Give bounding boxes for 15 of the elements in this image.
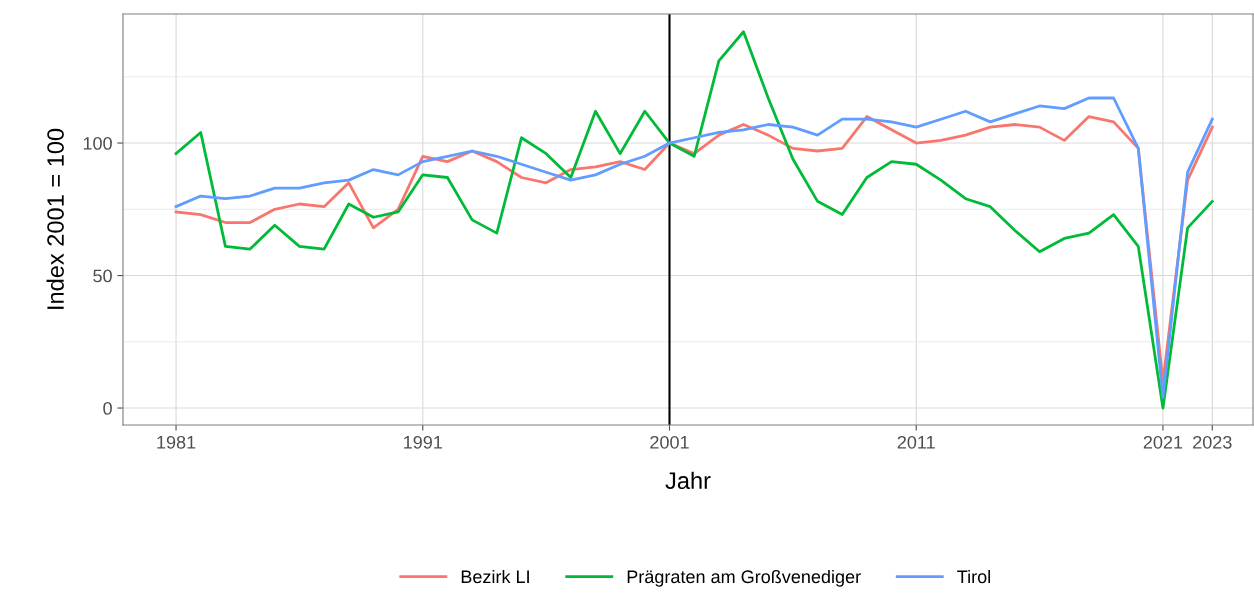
- y-tick-label: 100: [83, 136, 112, 150]
- legend-label: Bezirk LI: [461, 569, 529, 584]
- y-tick-label: 0: [103, 401, 112, 415]
- legend-label: Prägraten am Großvenediger: [627, 569, 861, 587]
- x-tick-label: 2001: [650, 435, 689, 449]
- x-axis-title: Jahr: [665, 471, 711, 490]
- y-axis-title: Index 2001 = 100: [46, 128, 64, 309]
- y-tick-label: 50: [93, 269, 112, 283]
- x-tick-label: 1981: [157, 435, 196, 449]
- line-series: [174, 30, 1214, 410]
- x-tick-label: 2021: [1143, 435, 1183, 449]
- legend-label: Tirol: [957, 569, 990, 584]
- x-tick-label: 2023: [1193, 435, 1232, 449]
- x-tick-label: 1991: [404, 435, 442, 449]
- x-tick-label: 2011: [897, 435, 935, 449]
